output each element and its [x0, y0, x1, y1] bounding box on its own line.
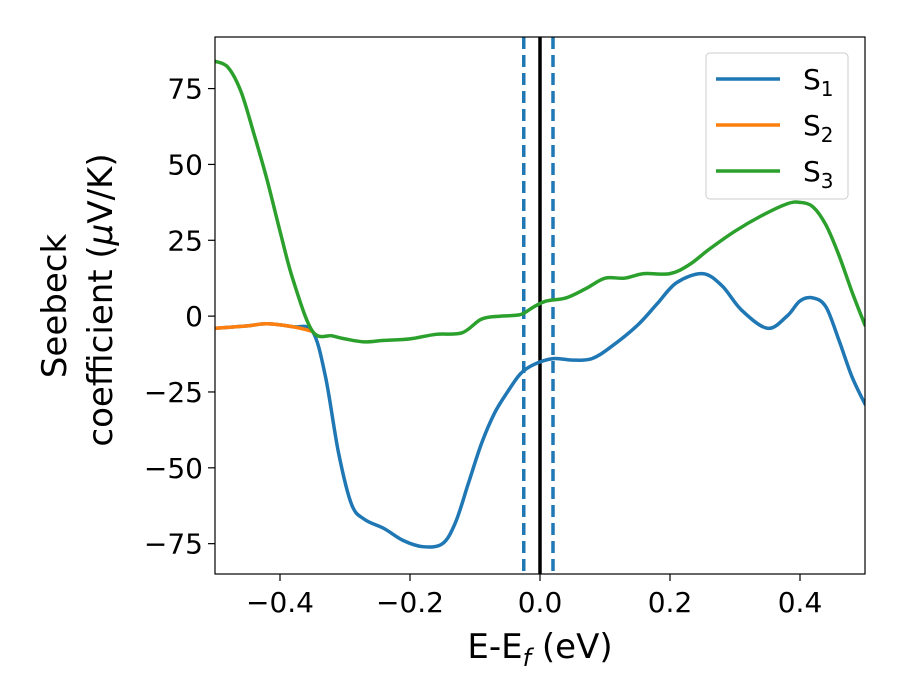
x-tick-label: 0.2 [648, 586, 693, 619]
y-tick-label: 75 [167, 73, 203, 106]
y-tick-label: 25 [167, 224, 203, 257]
y-tick-label: −25 [144, 376, 203, 409]
series-line-s2 [215, 321, 315, 334]
fermi-level-lines [522, 37, 555, 574]
y-axis-title: Seebeck coefficient (μV/K) [35, 153, 121, 446]
x-axis-ticks: −0.4 −0.2 0.0 0.2 0.4 [246, 574, 822, 619]
x-tick-label: 0.4 [778, 586, 823, 619]
legend-label-s2: S2 [803, 109, 834, 147]
y-tick-label: 50 [167, 148, 203, 181]
legend: S1 S2 S3 [705, 52, 849, 200]
legend-label-s1: S1 [803, 63, 834, 101]
legend-label-s3: S3 [803, 155, 834, 193]
x-axis-title: E-Ef (eV) [467, 627, 612, 672]
y-tick-label: −75 [144, 528, 203, 561]
x-tick-label: 0.0 [518, 586, 563, 619]
svg-text:coefficient (μV/K): coefficient (μV/K) [81, 153, 121, 446]
x-tick-label: −0.2 [376, 586, 444, 619]
series-line-s1 [215, 271, 865, 549]
svg-text:Seebeck: Seebeck [35, 234, 75, 379]
series-lines [215, 59, 865, 549]
y-axis-ticks: 75 50 25 0 −25 −50 −75 [144, 73, 215, 561]
x-tick-label: −0.4 [246, 586, 314, 619]
y-tick-label: 0 [185, 300, 203, 333]
y-tick-label: −50 [144, 452, 203, 485]
series-line-s3 [215, 59, 865, 344]
